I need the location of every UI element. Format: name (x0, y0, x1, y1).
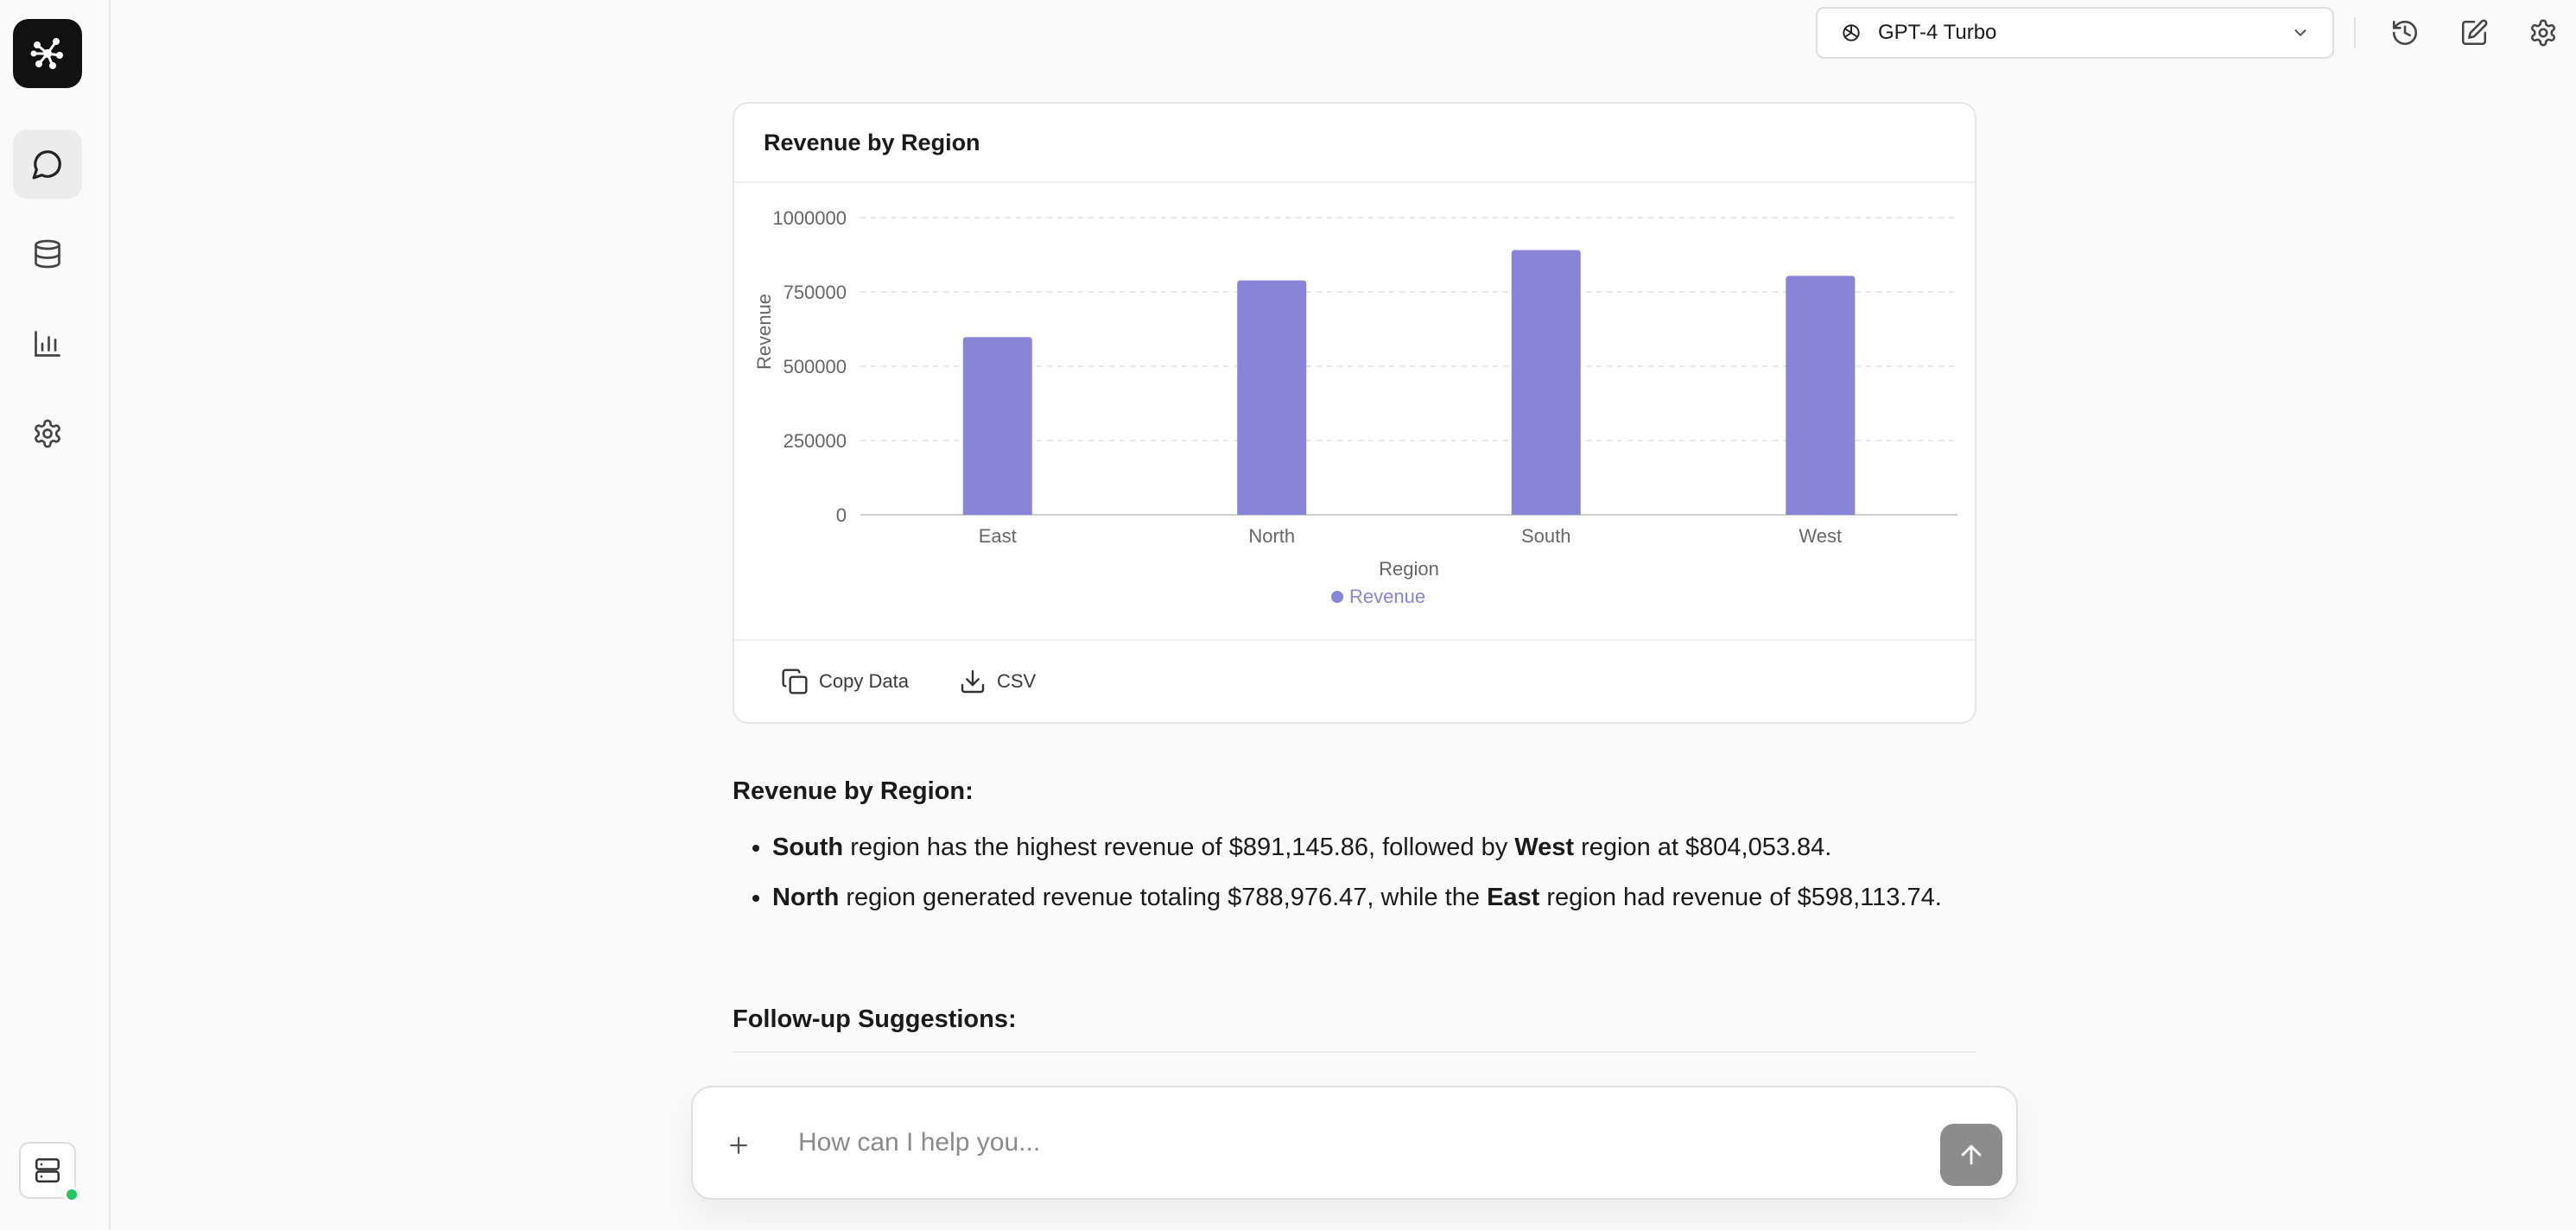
message-input[interactable] (796, 1119, 1876, 1167)
settings-button[interactable] (2522, 12, 2564, 54)
new-chat-button[interactable] (2453, 12, 2495, 54)
bullet-text: region at $804,053.84. (1574, 834, 1832, 861)
y-tick-label: 0 (836, 504, 847, 526)
openai-icon (1843, 24, 1860, 41)
bullet-text: region has the highest revenue of $891,1… (843, 834, 1515, 861)
download-icon (961, 669, 985, 694)
x-tick-label: West (1799, 525, 1842, 547)
x-tick-label: North (1248, 525, 1295, 547)
x-tick-label: East (979, 525, 1017, 547)
chart-card-title: Revenue by Region (734, 104, 1975, 183)
sidebar-item-database[interactable] (13, 219, 82, 288)
gear-icon (2530, 19, 2556, 47)
bar-west (1786, 276, 1856, 515)
list-item: South region has the highest revenue of … (772, 827, 1976, 868)
y-tick-label: 1000000 (772, 207, 847, 229)
history-icon (2392, 20, 2418, 46)
followup-heading: Follow-up Suggestions: (733, 1005, 1017, 1033)
send-button[interactable] (1940, 1124, 2002, 1186)
sidebar (0, 0, 111, 1230)
bar-chart-icon (35, 331, 60, 357)
database-icon (35, 239, 60, 269)
model-selector[interactable]: GPT-4 Turbo (1816, 7, 2334, 59)
assistant-response: Revenue by Region: South region has the … (733, 777, 1976, 927)
model-selector-label: GPT-4 Turbo (1878, 21, 1997, 44)
server-status-button[interactable] (19, 1142, 79, 1202)
chart-card-footer: Copy Data CSV (734, 639, 1975, 722)
sidebar-item-chat[interactable] (13, 130, 82, 199)
copy-icon (782, 669, 808, 694)
network-logo-icon (30, 38, 63, 69)
bold-region: North (772, 884, 840, 911)
csv-label: CSV (996, 670, 1037, 692)
sidebar-item-settings[interactable] (13, 399, 82, 468)
y-axis-label: Revenue (753, 294, 775, 370)
legend-marker (1331, 591, 1343, 603)
edit-icon (2461, 19, 2488, 46)
history-button[interactable] (2384, 12, 2426, 54)
x-tick-label: South (1521, 525, 1571, 547)
bar-north (1237, 280, 1307, 515)
message-composer (691, 1086, 2018, 1200)
app-logo[interactable] (13, 19, 82, 88)
gear-icon (35, 419, 60, 448)
attach-button[interactable] (726, 1132, 752, 1163)
bold-region: South (772, 834, 844, 861)
y-tick-label: 750000 (784, 282, 847, 303)
download-csv-button[interactable]: CSV (959, 668, 1036, 695)
response-heading: Revenue by Region: (733, 777, 974, 805)
plus-icon (730, 1137, 747, 1154)
divider (733, 1051, 1976, 1053)
list-item: North region generated revenue totaling … (772, 877, 1976, 918)
x-axis-label: Region (1379, 558, 1439, 580)
arrow-up-icon (1961, 1144, 1982, 1165)
response-bullets: South region has the highest revenue of … (733, 827, 1976, 918)
bullet-text: region generated revenue totaling $788,9… (839, 884, 1488, 911)
chart-area: 0 250000 500000 750000 1000000 East North South… (734, 183, 1975, 632)
copy-data-button[interactable]: Copy Data (781, 668, 909, 695)
sidebar-item-analytics[interactable] (13, 309, 82, 378)
y-tick-label: 500000 (784, 356, 847, 377)
chart-card: Revenue by Region 0 250000 500000 750000 100… (733, 102, 1976, 724)
legend-label: Revenue (1349, 586, 1425, 607)
bar-chart: 0 250000 500000 750000 1000000 East North South… (753, 207, 1957, 607)
online-status-dot (64, 1187, 79, 1202)
chevron-down-icon (2294, 29, 2306, 36)
bar-south (1511, 250, 1581, 515)
server-icon (35, 1157, 60, 1183)
y-tick-label: 250000 (784, 430, 847, 452)
bar-east (962, 337, 1032, 515)
copy-data-label: Copy Data (819, 670, 909, 692)
chat-bubble-icon (32, 150, 61, 180)
bullet-text: region had revenue of $598,113.74. (1539, 884, 1942, 911)
bold-region: West (1514, 834, 1575, 861)
toolbar-divider (2354, 17, 2356, 48)
bold-region: East (1487, 884, 1540, 911)
